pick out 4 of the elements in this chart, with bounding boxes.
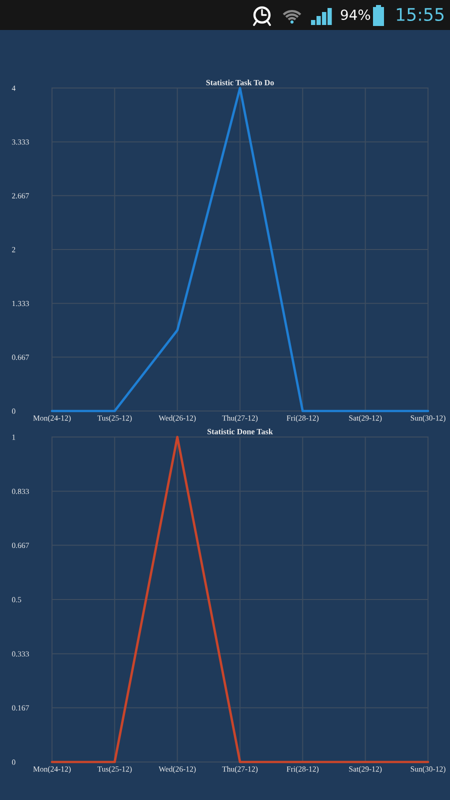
text: 94% (340, 10, 370, 20)
chart-title: Statistic Done Task (208, 428, 273, 434)
chart-title: Statistic Task To Do (206, 80, 274, 86)
text: 15:55 (396, 8, 444, 22)
